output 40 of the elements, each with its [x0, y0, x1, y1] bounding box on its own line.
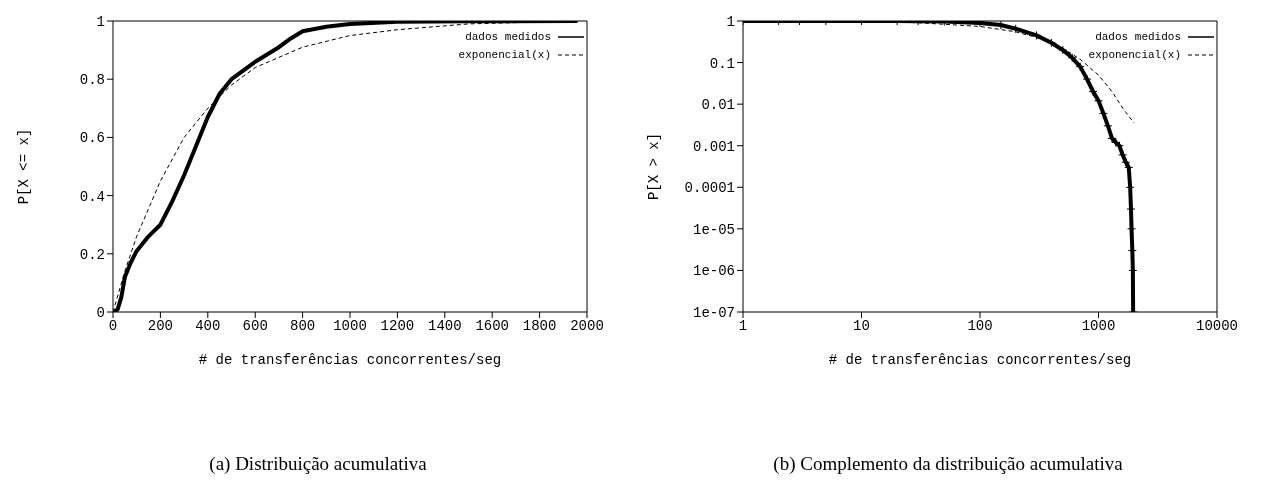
x-tick-label: 1800: [522, 317, 557, 334]
y-tick-label: 0.001: [692, 138, 735, 155]
x-axis-title: # de transferências concorrentes/seg: [828, 352, 1132, 368]
y-tick-label: 1e-07: [692, 304, 735, 321]
x-tick-label: 2000: [570, 317, 604, 334]
x-tick-label: 10000: [1195, 317, 1239, 334]
text: (a) Distribuição acumulativa: [208, 453, 428, 475]
x-axis-title: # de transferências concorrentes/seg: [198, 352, 502, 368]
y-tick-label: 0: [96, 304, 105, 321]
y-tick-label: 0.1: [709, 55, 735, 72]
x-tick-label: 1000: [1081, 317, 1116, 334]
x-tick-label: 10: [853, 317, 870, 334]
x-tick-label: 100: [967, 317, 993, 334]
x-tick-label: 1400: [428, 317, 462, 334]
y-axis-title: P[X > x]: [645, 132, 662, 201]
y-tick-label: 0.4: [79, 188, 105, 205]
x-tick-label: 0: [108, 317, 118, 334]
y-tick-label: 0.0001: [684, 180, 735, 197]
y-tick-label: 0.6: [79, 130, 105, 147]
x-tick-label: 800: [289, 317, 316, 334]
x-tick-label: 1600: [475, 317, 509, 334]
y-tick-label: 0.2: [79, 246, 105, 263]
y-axis-title: P[X <= x]: [15, 128, 32, 205]
legend-label: dados medidos: [1095, 31, 1181, 43]
y-tick-label: 1e-05: [692, 221, 735, 238]
y-tick-label: 0.01: [701, 97, 735, 114]
x-tick-label: 1: [738, 317, 748, 334]
y-tick-label: 0.8: [79, 72, 105, 89]
x-tick-label: 400: [195, 317, 221, 334]
text: (b) Complemento da distribuição acumulativa: [772, 453, 1124, 475]
legend-label: exponencial(x): [458, 49, 551, 61]
x-tick-label: 600: [242, 317, 268, 334]
x-tick-label: 200: [147, 317, 174, 334]
y-tick-label: 1: [96, 13, 105, 30]
x-tick-label: 1000: [333, 317, 367, 334]
y-tick-label: 1: [726, 13, 735, 30]
legend-label: dados medidos: [465, 31, 551, 43]
legend-label: exponencial(x): [1088, 49, 1181, 61]
y-tick-label: 1e-06: [692, 263, 735, 280]
x-tick-label: 1200: [380, 317, 415, 334]
